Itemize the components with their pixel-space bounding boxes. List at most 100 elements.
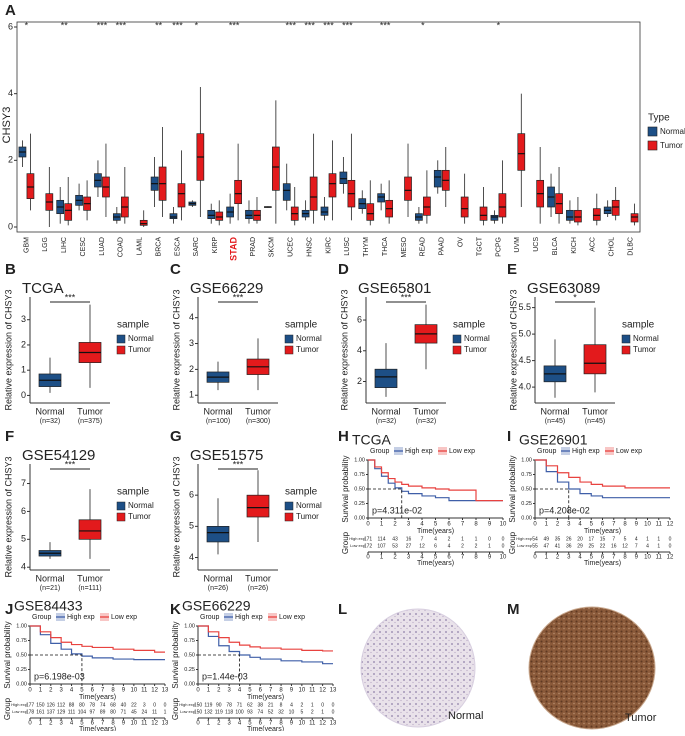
risk-x-tick-label: 1: [39, 721, 43, 727]
x-tick-label: 12: [151, 688, 158, 694]
risk-count: 93: [247, 709, 253, 715]
y-axis-label: Relative expression of CHSY3: [339, 289, 349, 410]
significance: *: [195, 20, 199, 30]
x-axis-label: Time(years): [79, 694, 116, 701]
risk-x-tick-label: 3: [227, 721, 231, 727]
legend-title: sample: [285, 320, 318, 331]
risk-row-label: High exp: [179, 702, 196, 707]
risk-title: Group: [171, 697, 180, 720]
significance: ***: [285, 20, 296, 30]
reference-line: [368, 488, 403, 518]
legend-title: sample: [622, 320, 655, 331]
risk-count: 132: [204, 709, 213, 715]
box: [64, 203, 73, 221]
risk-row-label: Low exp: [12, 709, 28, 714]
legend-title: Group: [32, 614, 52, 621]
tissue-tumor: [528, 606, 656, 730]
n-label: (n=32): [40, 418, 60, 425]
box: [583, 344, 607, 375]
risk-x-tick-label: 2: [217, 721, 221, 727]
panel-title: GSE65801: [358, 280, 431, 297]
n-label: (n=45): [545, 418, 565, 425]
y-tick-label: 4: [189, 312, 194, 322]
x-tick-label: 7: [461, 522, 465, 528]
x-tick-label: 8: [474, 522, 478, 528]
risk-row-label: Low exp: [517, 543, 533, 548]
risk-count: 62: [247, 702, 253, 708]
risk-x-tick-label: 3: [407, 555, 411, 561]
y-tick-label: 4: [189, 552, 194, 562]
y-tick-label: 6: [189, 490, 194, 500]
reference-line: [198, 654, 240, 684]
risk-count: 17: [588, 536, 594, 542]
risk-count: 16: [611, 543, 617, 549]
box: [245, 209, 253, 220]
legend-title: Type: [648, 113, 670, 124]
risk-count: 111: [68, 709, 76, 715]
y-tick-label: 2: [189, 364, 194, 374]
legend-key: [284, 512, 294, 522]
legend-label: Tumor: [128, 345, 151, 354]
risk-count: 1: [311, 702, 314, 708]
risk-count: 150: [194, 702, 203, 708]
risk-count: 171: [364, 536, 373, 542]
survival-curve: [368, 459, 503, 502]
x-tick-label: 9: [290, 688, 294, 694]
risk-title: Group: [3, 697, 12, 720]
n-label: (n=375): [78, 418, 102, 425]
risk-count: 88: [69, 702, 75, 708]
risk-count: 7: [635, 543, 638, 549]
legend-label: Normal: [128, 334, 154, 343]
y-axis-label: Relative expression of CHSY3: [3, 289, 13, 410]
y-axis-label: Survival probability: [341, 455, 350, 522]
risk-x-tick-label: 11: [309, 721, 316, 727]
panel-letter: G: [170, 428, 182, 445]
p-value: p=4.311e-02: [372, 505, 422, 515]
significance: **: [155, 20, 163, 30]
legend-label: Tumor: [633, 345, 656, 354]
risk-count: 3: [143, 702, 146, 708]
panel-title: GSE66229: [190, 280, 263, 297]
x-axis-label: Time(years): [584, 528, 621, 535]
x-tick-label: MESO: [401, 236, 408, 257]
x-tick-label: UVM: [514, 237, 521, 253]
n-label: (n=32): [376, 418, 396, 425]
x-tick-label: 1: [380, 522, 384, 528]
significance: ***: [233, 292, 244, 302]
legend-label: Tumor: [296, 345, 319, 354]
x-tick-label: Normal: [203, 573, 232, 583]
risk-x-tick-label: 8: [474, 555, 478, 561]
y-tick-label: 0.25: [354, 501, 365, 507]
y-tick-label: 1.00: [521, 457, 532, 463]
x-tick-label: 10: [131, 688, 138, 694]
tissue-normal: [360, 608, 476, 728]
risk-count: 78: [226, 702, 232, 708]
y-tick-label: 4: [21, 562, 26, 572]
n-label: (n=100): [206, 418, 230, 425]
box: [328, 173, 337, 198]
y-axis-label: Relative expression of CHSY3: [171, 289, 181, 410]
box: [78, 519, 102, 540]
box: [611, 199, 620, 216]
risk-count: 38: [258, 702, 264, 708]
x-tick-label: 1: [39, 688, 43, 694]
x-tick-label: 2: [217, 688, 221, 694]
significance: ***: [97, 20, 108, 30]
panel-letter: B: [5, 261, 16, 278]
box: [517, 133, 526, 171]
y-tick-label: 5.0: [518, 328, 531, 338]
panel-letter: M: [507, 601, 520, 618]
y-tick-label: 2: [21, 339, 26, 349]
legend-label: Normal: [464, 334, 490, 343]
panel-letter: F: [5, 428, 14, 445]
x-tick-label: CESC: [80, 237, 87, 256]
risk-x-tick-label: 9: [635, 555, 639, 561]
x-tick-label: 12: [667, 522, 674, 528]
risk-x-tick-label: 0: [28, 721, 32, 727]
risk-x-tick-label: 4: [420, 555, 424, 561]
legend-key: [284, 345, 294, 355]
panel-title: TCGA: [352, 432, 392, 448]
x-axis-label: Time(years): [584, 560, 621, 567]
x-tick-label: 8: [111, 688, 115, 694]
risk-count: 2: [475, 543, 478, 549]
